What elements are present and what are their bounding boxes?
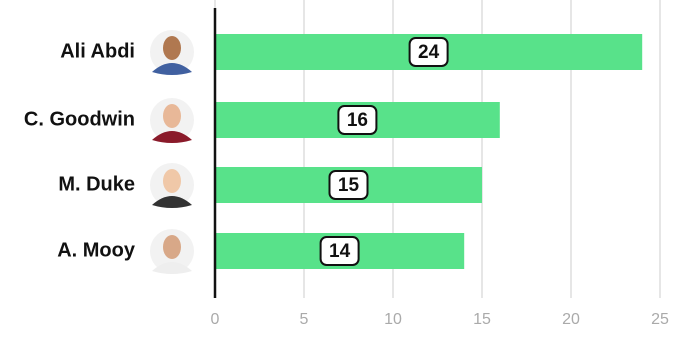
avatar-face	[163, 104, 181, 128]
x-tick-label: 20	[562, 311, 580, 328]
value-label: 14	[329, 241, 351, 262]
avatar-shirt	[152, 131, 192, 143]
avatar-face	[163, 169, 181, 193]
avatar-shirt	[152, 262, 192, 274]
avatar-face	[163, 36, 181, 60]
avatar-face	[163, 235, 181, 259]
category-label: C. Goodwin	[24, 108, 135, 130]
category-label: M. Duke	[58, 173, 135, 195]
value-label: 16	[347, 110, 368, 131]
value-label: 24	[418, 42, 440, 63]
x-tick-label: 15	[473, 311, 491, 328]
value-label-box	[408, 37, 449, 67]
x-tick-label: 0	[211, 311, 220, 328]
value-label-box	[328, 170, 369, 200]
category-label: Ali Abdi	[60, 40, 135, 62]
x-tick-label: 10	[384, 311, 402, 328]
value-label-box	[319, 236, 360, 266]
avatar-shirt	[152, 63, 192, 75]
x-tick-label: 25	[651, 311, 669, 328]
category-label: A. Mooy	[57, 239, 136, 261]
value-label-box	[337, 105, 378, 135]
x-tick-label: 5	[300, 311, 309, 328]
value-label: 15	[338, 175, 360, 196]
avatar-shirt	[152, 196, 192, 208]
